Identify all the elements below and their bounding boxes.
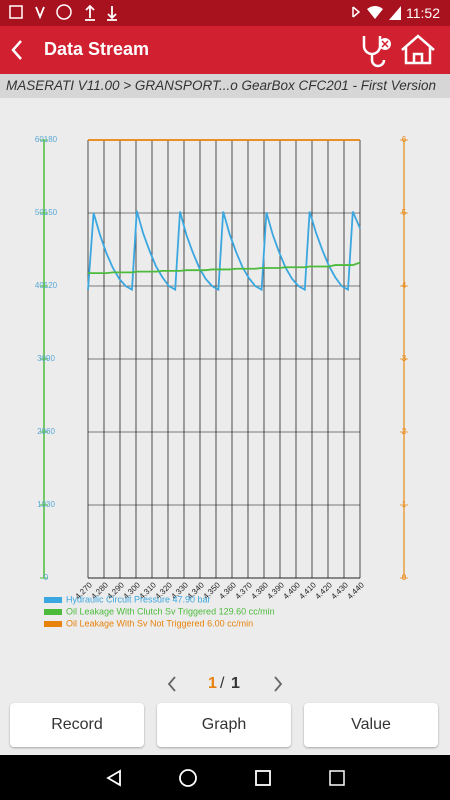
prev-page[interactable] bbox=[164, 674, 180, 694]
total-pages: 1 bbox=[231, 675, 240, 692]
y-tick-label: 0 bbox=[44, 573, 49, 582]
x-tick-label: 4.390 bbox=[265, 580, 286, 601]
breadcrumb: MASERATI V11.00 > GRANSPORT...o GearBox … bbox=[0, 74, 450, 98]
x-tick-label: 4.410 bbox=[297, 580, 318, 601]
status-icons bbox=[9, 4, 117, 21]
diagnose-icon[interactable] bbox=[362, 36, 386, 68]
pagination: 1 / 1 bbox=[0, 672, 450, 696]
clock: 11:52 bbox=[406, 5, 440, 21]
nav-bar bbox=[0, 755, 450, 800]
x-tick-label: 4.360 bbox=[217, 580, 238, 601]
legend-swatch bbox=[44, 609, 62, 615]
nav-recent[interactable] bbox=[255, 770, 271, 786]
y2-tick-label: 2 bbox=[402, 427, 407, 436]
system-icons bbox=[352, 6, 401, 20]
y2-tick-label: 6 bbox=[402, 135, 407, 144]
app-header: Data Stream bbox=[0, 26, 450, 74]
current-page: 1 bbox=[208, 675, 217, 692]
page-separator: / bbox=[220, 675, 225, 692]
x-tick-label: 4.440 bbox=[345, 580, 366, 601]
series-line bbox=[88, 261, 361, 274]
y-tick-label: 3090 bbox=[37, 354, 55, 363]
page-title: Data Stream bbox=[44, 39, 150, 59]
y-tick-label: 50150 bbox=[35, 208, 58, 217]
status-bar: 11:52 bbox=[0, 0, 450, 26]
x-tick-label: 4.400 bbox=[281, 580, 302, 601]
legend-swatch bbox=[44, 621, 62, 627]
y2-tick-label: 5 bbox=[402, 208, 407, 217]
y-tick-label: 60180 bbox=[35, 135, 58, 144]
nav-icons bbox=[106, 769, 345, 787]
next-page[interactable] bbox=[270, 674, 286, 694]
nav-home[interactable] bbox=[179, 769, 197, 787]
header-icons bbox=[362, 34, 435, 68]
nav-back[interactable] bbox=[106, 769, 121, 787]
y2-tick-label: 4 bbox=[402, 281, 407, 290]
legend-label: Oil Leakage With Clutch Sv Triggered 129… bbox=[66, 606, 275, 616]
home-icon[interactable] bbox=[401, 34, 435, 65]
value-button[interactable]: Value bbox=[304, 703, 438, 747]
y-tick-label: 1030 bbox=[37, 500, 55, 509]
record-button[interactable]: Record bbox=[10, 703, 144, 747]
y-tick-label: 40120 bbox=[35, 281, 58, 290]
graph-button[interactable]: Graph bbox=[157, 703, 291, 747]
x-tick-label: 4.420 bbox=[313, 580, 334, 601]
y-tick-label: 2060 bbox=[37, 427, 55, 436]
legend-label: Hydraulic Circuit Pressure 47.90 bar bbox=[66, 594, 211, 604]
nav-screenshot[interactable] bbox=[329, 770, 345, 786]
y2-tick-label: 0 bbox=[402, 573, 407, 582]
x-tick-label: 4.430 bbox=[329, 580, 350, 601]
x-tick-label: 4.380 bbox=[249, 580, 270, 601]
legend-label: Oil Leakage With Sv Not Triggered 6.00 c… bbox=[66, 618, 253, 628]
x-tick-label: 4.370 bbox=[233, 580, 254, 601]
series-line bbox=[87, 210, 361, 292]
back-button[interactable] bbox=[8, 38, 28, 62]
y2-tick-label: 3 bbox=[402, 354, 407, 363]
y2-tick-label: 1 bbox=[402, 500, 407, 509]
legend-swatch bbox=[44, 597, 62, 603]
chart: 010302060309040120501506018001234564.270… bbox=[35, 135, 408, 628]
